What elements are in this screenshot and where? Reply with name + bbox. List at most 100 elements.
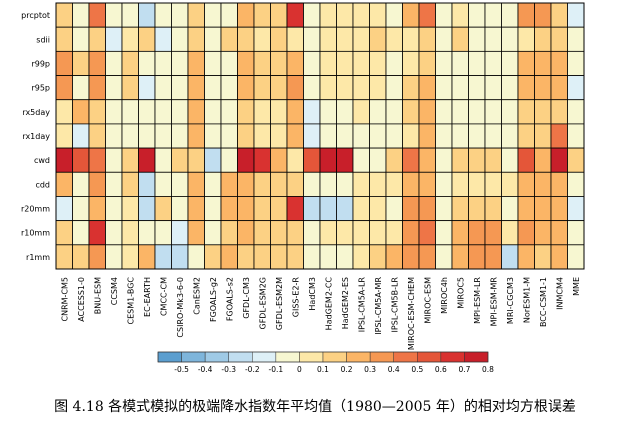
heatmap-cell bbox=[385, 123, 403, 149]
colorbar-swatch bbox=[346, 351, 371, 363]
column-label: CanESM2 bbox=[192, 277, 201, 315]
colorbar-tick-label: -0.2 bbox=[245, 365, 260, 374]
column-label: INMCM4 bbox=[555, 277, 564, 310]
heatmap-cell bbox=[517, 99, 535, 125]
heatmap-cell bbox=[468, 99, 486, 125]
heatmap-cell bbox=[435, 171, 453, 197]
heatmap-cell bbox=[517, 26, 535, 52]
heatmap-cell bbox=[204, 123, 222, 149]
heatmap-cell bbox=[402, 171, 420, 197]
heatmap-cell bbox=[567, 26, 585, 52]
heatmap-cell bbox=[121, 244, 139, 270]
heatmap-cell bbox=[237, 123, 255, 149]
column-label: MIROC4h bbox=[440, 277, 449, 314]
heatmap-cell bbox=[55, 99, 73, 125]
heatmap-cell bbox=[418, 99, 436, 125]
heatmap-cell bbox=[550, 196, 568, 222]
heatmap-cell bbox=[369, 99, 387, 125]
heatmap-cell bbox=[154, 2, 172, 28]
heatmap-cell bbox=[352, 171, 370, 197]
column-label: GFDL-ESM2M bbox=[275, 277, 284, 330]
heatmap-cell bbox=[55, 26, 73, 52]
row-label: cwd bbox=[34, 156, 50, 165]
heatmap-cell bbox=[237, 75, 255, 101]
heatmap-cell bbox=[336, 147, 354, 173]
heatmap-cell bbox=[220, 171, 238, 197]
colorbar-tick-label: 0.5 bbox=[411, 365, 423, 374]
colorbar-frame bbox=[157, 351, 489, 363]
heatmap-cell bbox=[418, 26, 436, 52]
heatmap-cell bbox=[567, 220, 585, 246]
heatmap-cell bbox=[88, 147, 106, 173]
heatmap-cell bbox=[336, 75, 354, 101]
heatmap-cell bbox=[484, 244, 502, 270]
heatmap-cell bbox=[451, 244, 469, 270]
colorbar-tick-label: 0.7 bbox=[458, 365, 470, 374]
heatmap-cell bbox=[451, 220, 469, 246]
heatmap-cell bbox=[237, 50, 255, 76]
heatmap-cell bbox=[55, 171, 73, 197]
heatmap-cell bbox=[352, 123, 370, 149]
heatmap-cell bbox=[319, 99, 337, 125]
heatmap-cell bbox=[154, 171, 172, 197]
heatmap-cell bbox=[105, 99, 123, 125]
colorbar-swatch bbox=[369, 351, 394, 363]
heatmap-cell bbox=[138, 99, 156, 125]
heatmap-cell bbox=[154, 26, 172, 52]
heatmap-cell bbox=[418, 220, 436, 246]
row-label: rx1day bbox=[22, 132, 50, 141]
heatmap-cell bbox=[336, 50, 354, 76]
heatmap-cell bbox=[319, 26, 337, 52]
heatmap-cell bbox=[55, 75, 73, 101]
heatmap-cell bbox=[204, 26, 222, 52]
heatmap-cell bbox=[501, 147, 519, 173]
column-label: IPSL-CM5A-MR bbox=[374, 277, 383, 335]
heatmap-cell bbox=[319, 220, 337, 246]
heatmap-cell bbox=[303, 50, 321, 76]
heatmap-cell bbox=[121, 220, 139, 246]
heatmap-cell bbox=[121, 2, 139, 28]
heatmap-cell bbox=[517, 50, 535, 76]
heatmap-cell bbox=[171, 2, 189, 28]
heatmap-cell bbox=[138, 26, 156, 52]
heatmap-cell bbox=[88, 75, 106, 101]
heatmap-cell bbox=[352, 50, 370, 76]
heatmap-cell bbox=[534, 244, 552, 270]
heatmap-cell bbox=[88, 196, 106, 222]
colorbar-swatch bbox=[440, 351, 465, 363]
heatmap-cell bbox=[138, 2, 156, 28]
row-label: r95p bbox=[31, 84, 50, 93]
heatmap-cell bbox=[402, 26, 420, 52]
heatmap-cell bbox=[88, 244, 106, 270]
heatmap-cell bbox=[72, 196, 90, 222]
colorbar-swatch bbox=[228, 351, 253, 363]
heatmap-cell bbox=[303, 26, 321, 52]
heatmap-cell bbox=[517, 244, 535, 270]
heatmap-cell bbox=[352, 220, 370, 246]
heatmap-cell bbox=[418, 2, 436, 28]
heatmap-cell bbox=[121, 123, 139, 149]
heatmap-cell bbox=[468, 244, 486, 270]
row-label: r99p bbox=[31, 59, 50, 68]
heatmap-cell bbox=[204, 220, 222, 246]
heatmap-cell bbox=[270, 171, 288, 197]
heatmap-cell bbox=[105, 244, 123, 270]
figure-caption: 图 4.18 各模式模拟的极端降水指数年平均值（1980—2005 年）的相对均… bbox=[54, 399, 576, 415]
heatmap-cell bbox=[402, 244, 420, 270]
heatmap-cell bbox=[171, 244, 189, 270]
heatmap-cell bbox=[237, 26, 255, 52]
heatmap-cell bbox=[435, 244, 453, 270]
heatmap-cell bbox=[534, 147, 552, 173]
heatmap-cell bbox=[534, 50, 552, 76]
heatmap-cell bbox=[154, 196, 172, 222]
heatmap-cell bbox=[253, 2, 271, 28]
heatmap-cell bbox=[435, 196, 453, 222]
heatmap-cell bbox=[319, 244, 337, 270]
heatmap-cell bbox=[402, 123, 420, 149]
heatmap-cell bbox=[468, 75, 486, 101]
colorbar-tick-label: 0.3 bbox=[364, 365, 376, 374]
heatmap-cell bbox=[517, 171, 535, 197]
heatmap-cell bbox=[336, 26, 354, 52]
heatmap-cell bbox=[286, 244, 304, 270]
heatmap-cell bbox=[550, 171, 568, 197]
